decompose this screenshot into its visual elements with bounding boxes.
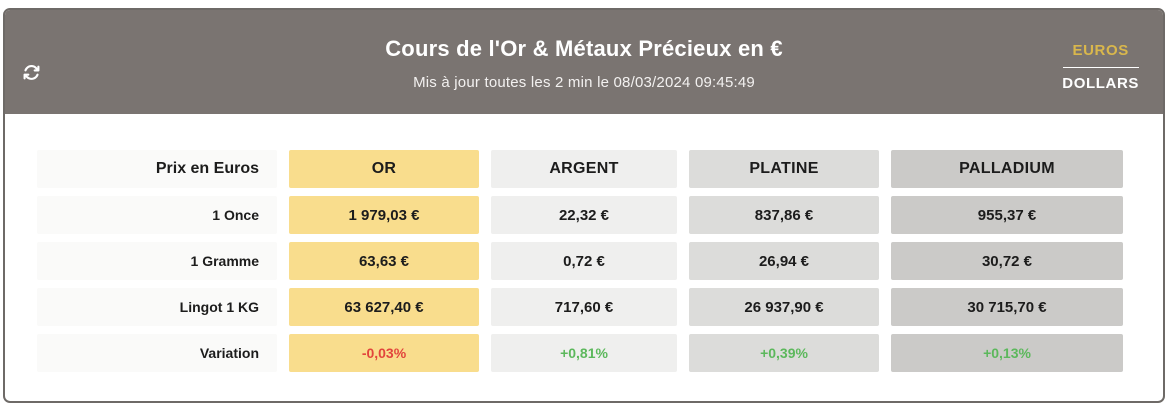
currency-toggle: EUROS DOLLARS <box>1062 40 1139 95</box>
row-label-gramme: 1 Gramme <box>37 242 277 280</box>
price-platine-once: 837,86 € <box>689 196 879 234</box>
variation-palladium: +0,13% <box>891 334 1123 372</box>
currency-option-euros[interactable]: EUROS <box>1072 42 1129 59</box>
row-label-variation: Variation <box>37 334 277 372</box>
price-platine-lingot: 26 937,90 € <box>689 288 879 326</box>
price-table-area: Prix en Euros OR ARGENT PLATINE PALLADIU… <box>5 114 1163 372</box>
price-or-once: 1 979,03 € <box>289 196 479 234</box>
currency-divider <box>1062 66 1139 68</box>
column-header-argent: ARGENT <box>491 150 677 188</box>
variation-argent: +0,81% <box>491 334 677 372</box>
price-argent-gramme: 0,72 € <box>491 242 677 280</box>
price-palladium-once: 955,37 € <box>891 196 1123 234</box>
row-label-once: 1 Once <box>37 196 277 234</box>
corner-header: Prix en Euros <box>37 150 277 188</box>
widget-header: Cours de l'Or & Métaux Précieux en € Mis… <box>5 10 1163 114</box>
price-or-gramme: 63,63 € <box>289 242 479 280</box>
price-argent-once: 22,32 € <box>491 196 677 234</box>
variation-platine: +0,39% <box>689 334 879 372</box>
refresh-button[interactable] <box>19 60 43 84</box>
row-label-lingot: Lingot 1 KG <box>37 288 277 326</box>
variation-or: -0,03% <box>289 334 479 372</box>
update-status: Mis à jour toutes les 2 min le 08/03/202… <box>413 73 755 91</box>
page-title: Cours de l'Or & Métaux Précieux en € <box>385 35 783 61</box>
price-or-lingot: 63 627,40 € <box>289 288 479 326</box>
header-titles: Cours de l'Or & Métaux Précieux en € Mis… <box>385 36 783 91</box>
refresh-icon <box>23 64 39 80</box>
currency-option-dollars[interactable]: DOLLARS <box>1062 74 1139 92</box>
column-header-or: OR <box>289 150 479 188</box>
price-palladium-lingot: 30 715,70 € <box>891 288 1123 326</box>
column-header-platine: PLATINE <box>689 150 879 188</box>
price-platine-gramme: 26,94 € <box>689 242 879 280</box>
price-table: Prix en Euros OR ARGENT PLATINE PALLADIU… <box>37 150 1163 372</box>
column-header-palladium: PALLADIUM <box>891 150 1123 188</box>
price-argent-lingot: 717,60 € <box>491 288 677 326</box>
gold-price-widget: Cours de l'Or & Métaux Précieux en € Mis… <box>3 8 1165 403</box>
price-palladium-gramme: 30,72 € <box>891 242 1123 280</box>
